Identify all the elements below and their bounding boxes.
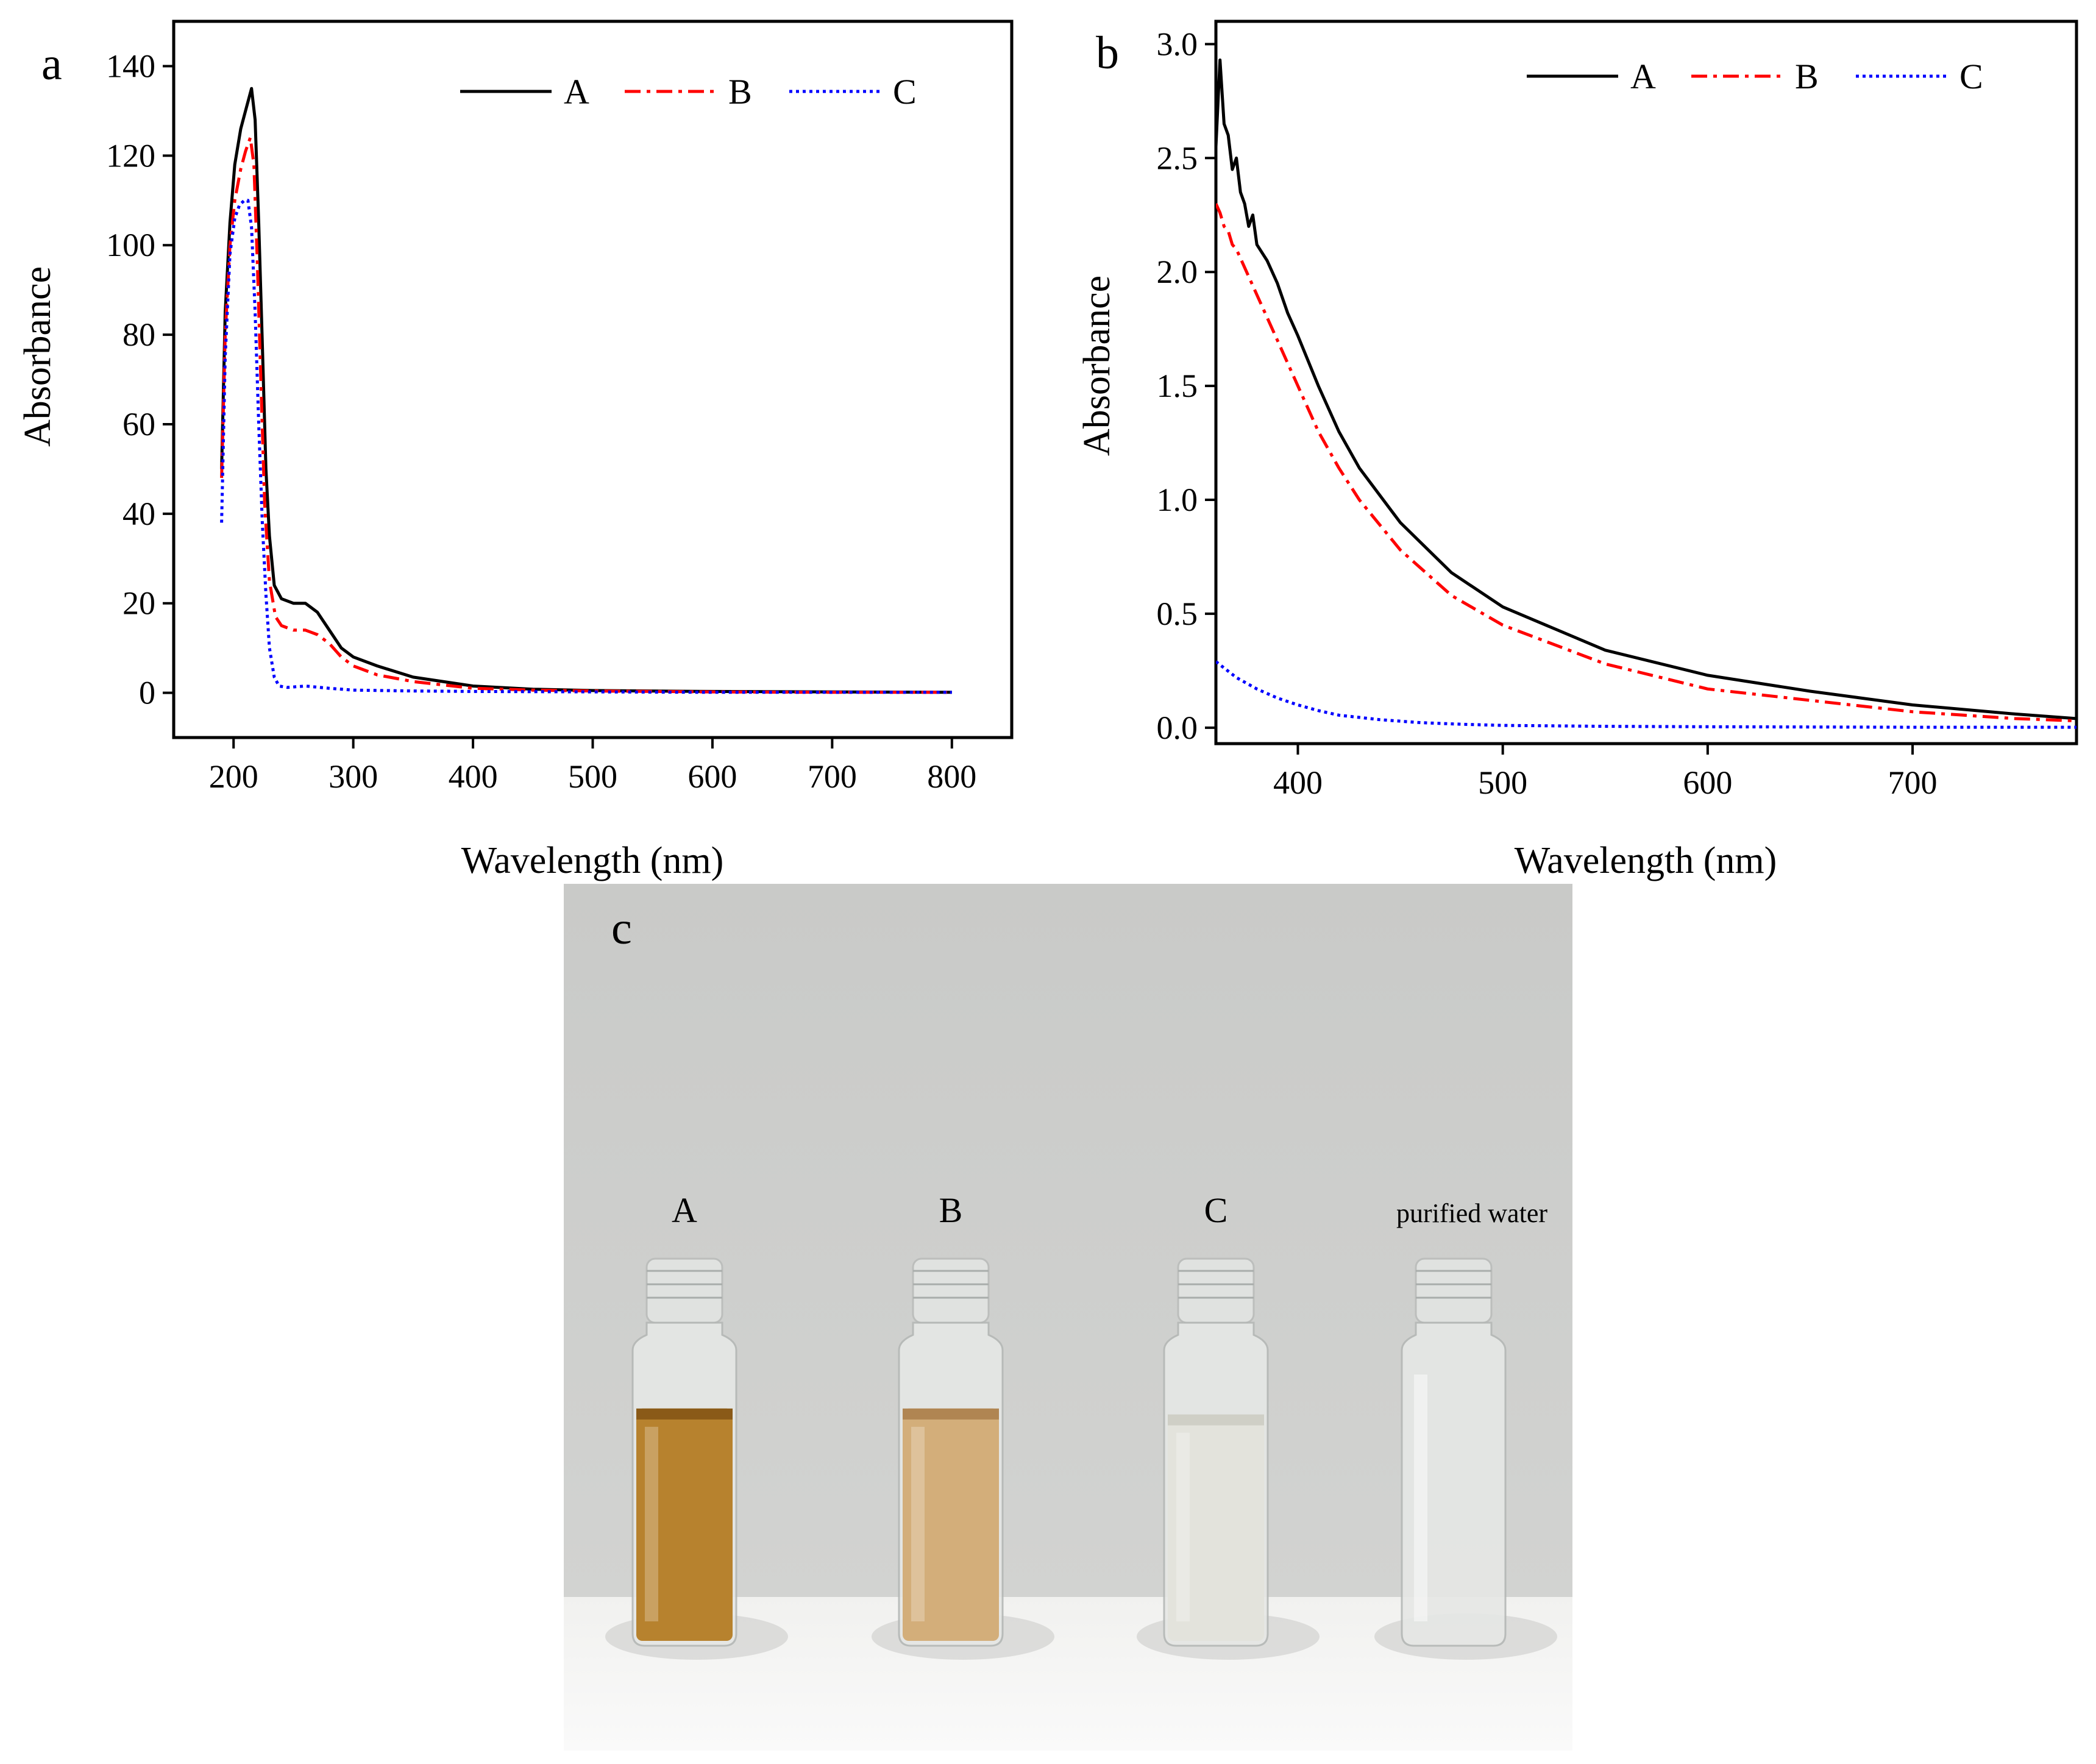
y-axis-title-a: Absorbance	[17, 266, 59, 447]
legend-label-A: A	[1630, 57, 1656, 96]
x-tick-label: 600	[687, 758, 737, 795]
plot-frame-b	[1214, 20, 2078, 745]
series-group-b	[1216, 59, 2076, 729]
y-axis-title-b: Absorbance	[1076, 276, 1118, 456]
vial-label: purified water	[1396, 1198, 1547, 1228]
vial-liquid	[903, 1408, 999, 1641]
vial-liquid	[636, 1408, 733, 1641]
vial: A	[605, 1190, 788, 1660]
x-tick-label: 700	[1888, 764, 1938, 801]
panel-label-a: a	[41, 38, 62, 90]
y-tick-label: 2.5	[1157, 140, 1198, 176]
y-tick-label: 20	[123, 585, 155, 622]
x-tick-label: 800	[927, 758, 976, 795]
vial-label: A	[672, 1190, 697, 1230]
y-tick-label: 80	[123, 316, 155, 353]
vial: C	[1137, 1190, 1320, 1660]
series-line-B	[220, 136, 952, 694]
legend-label-C: C	[893, 72, 917, 112]
vial-meniscus	[903, 1408, 999, 1420]
plot-frame-a	[172, 20, 1014, 739]
vial-meniscus	[636, 1408, 733, 1420]
vial-highlight	[1176, 1432, 1190, 1621]
x-tick-label: 500	[568, 758, 617, 795]
vial-highlight	[1414, 1375, 1427, 1621]
x-tick-label: 700	[808, 758, 857, 795]
vial-liquid	[1168, 1414, 1264, 1641]
y-tick-label: 3.0	[1157, 26, 1198, 62]
x-axis-title-b: Wavelength (nm)	[1515, 840, 1777, 881]
x-tick-label: 500	[1478, 764, 1527, 801]
y-tick-label: 1.0	[1157, 482, 1198, 518]
axes-b: 400 500 600 700 0.0 0.5 1.0 1.5 2.0 2.5 3.0	[1157, 26, 1938, 801]
legend-label-A: A	[564, 72, 589, 112]
vial: purified water	[1374, 1198, 1557, 1660]
legend-label-C: C	[1959, 57, 1983, 96]
vial-highlight	[645, 1426, 658, 1621]
chart-a: a 200 300 400 500 600 700 800 0 20 40 60 80 100 120 14…	[17, 20, 1014, 881]
panel-label-c: c	[611, 903, 632, 954]
y-tick-label: 0.5	[1157, 596, 1198, 632]
vial-meniscus	[1168, 1414, 1264, 1426]
panel-label-b: b	[1096, 27, 1119, 79]
x-axis-title-a: Wavelength (nm)	[461, 840, 724, 881]
series-line-B	[1216, 203, 2076, 723]
y-tick-label: 0.0	[1157, 710, 1198, 746]
vial-neck	[1415, 1257, 1493, 1324]
y-tick-label: 120	[106, 137, 155, 174]
x-tick-label: 400	[1273, 764, 1323, 801]
y-tick-label: 1.5	[1157, 368, 1198, 404]
legend-label-B: B	[1795, 57, 1819, 96]
y-tick-label: 2.0	[1157, 254, 1198, 290]
legend-b: A B C	[1527, 57, 1983, 96]
vial-highlight	[911, 1426, 925, 1621]
series-line-C	[220, 199, 952, 694]
vial-label: C	[1204, 1190, 1228, 1230]
vial: B	[872, 1190, 1054, 1660]
x-tick-label: 200	[209, 758, 258, 795]
vial-glass	[1401, 1321, 1507, 1647]
axes-a: 200 300 400 500 600 700 800 0 20 40 60 80 100 120 140	[106, 48, 976, 795]
vial-neck	[1177, 1257, 1255, 1324]
y-tick-label: 0	[139, 675, 155, 711]
series-line-C	[1216, 660, 2076, 729]
x-tick-label: 300	[329, 758, 378, 795]
series-line-A	[220, 87, 952, 694]
y-tick-label: 100	[106, 227, 155, 263]
x-tick-label: 400	[449, 758, 498, 795]
x-tick-label: 600	[1683, 764, 1732, 801]
vial-label: B	[939, 1190, 963, 1230]
series-group-a	[220, 87, 952, 694]
y-tick-label: 60	[123, 406, 155, 443]
y-tick-label: 140	[106, 48, 155, 84]
legend-a: A B C	[460, 72, 917, 112]
vial-neck	[645, 1257, 723, 1324]
legend-label-B: B	[728, 72, 752, 112]
y-tick-label: 40	[123, 496, 155, 532]
vial-neck	[912, 1257, 990, 1324]
series-line-A	[1216, 59, 2076, 720]
